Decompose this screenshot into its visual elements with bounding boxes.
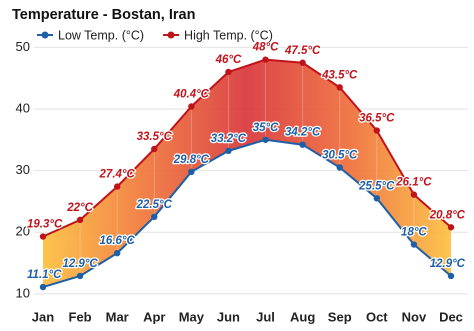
point	[225, 68, 232, 76]
value-label: 19.3°C	[27, 219, 63, 231]
value-label: 22.5°C	[136, 199, 173, 211]
value-label: 27.4°C	[99, 169, 136, 181]
value-label: 36.5°C	[359, 113, 395, 125]
point	[410, 241, 418, 248]
point	[447, 272, 455, 280]
legend-marker	[41, 31, 49, 39]
y-tick-label: 50	[16, 39, 30, 54]
x-tick-label: Feb	[69, 309, 92, 324]
point	[188, 168, 195, 176]
value-label: 22°C	[66, 202, 93, 214]
point	[336, 164, 343, 171]
point	[113, 183, 121, 190]
point	[188, 103, 195, 110]
point	[262, 136, 269, 143]
point	[39, 283, 47, 291]
x-tick-label: Jan	[32, 309, 54, 324]
value-label: 12.9°C	[62, 258, 98, 270]
value-label: 12.9°C	[430, 258, 466, 270]
value-label: 30.5°C	[322, 150, 358, 162]
x-tick-label: Aug	[290, 309, 315, 324]
x-tick-label: Sep	[328, 309, 352, 324]
point	[76, 216, 84, 224]
point	[299, 59, 306, 66]
point	[410, 191, 418, 198]
y-tick-label: 30	[16, 162, 30, 177]
value-label: 29.8°C	[173, 154, 210, 166]
legend-label: High Temp. (°C)	[184, 28, 273, 42]
x-tick-label: Oct	[366, 309, 388, 324]
point	[151, 145, 158, 153]
legend-marker	[167, 31, 175, 39]
value-label: 11.1°C	[27, 269, 62, 281]
x-tick-label: Jul	[256, 309, 275, 324]
value-label: 35°C	[253, 122, 279, 134]
point	[225, 147, 232, 155]
point	[336, 84, 343, 91]
value-label: 20.8°C	[429, 209, 466, 221]
value-label: 26.1°C	[395, 177, 432, 189]
x-tick-label: Apr	[143, 309, 165, 324]
legend-label: Low Temp. (°C)	[58, 28, 144, 42]
point	[373, 195, 381, 202]
point	[76, 272, 84, 280]
point	[299, 141, 306, 148]
value-label: 16.6°C	[100, 235, 136, 247]
value-label: 34.2°C	[285, 127, 321, 139]
value-label: 43.5°C	[321, 69, 358, 81]
series-line	[42, 138, 452, 289]
point	[39, 233, 47, 240]
x-tick-label: Dec	[439, 309, 463, 324]
y-tick-label: 20	[16, 224, 30, 239]
value-label: 25.5°C	[358, 180, 395, 192]
x-tick-label: Nov	[402, 309, 427, 324]
y-tick-label: 40	[16, 100, 30, 115]
value-label: 18°C	[401, 227, 427, 239]
value-label: 48°C	[252, 42, 279, 54]
value-label: 46°C	[215, 54, 242, 66]
point	[373, 127, 381, 134]
point	[151, 213, 158, 221]
x-tick-label: Jun	[217, 309, 240, 324]
y-tick-label: 10	[16, 285, 30, 300]
value-label: 33.2°C	[211, 133, 247, 145]
point	[113, 249, 121, 257]
x-tick-label: Mar	[106, 309, 129, 324]
value-label: 47.5°C	[284, 45, 321, 57]
point	[447, 224, 455, 231]
value-label: 40.4°C	[173, 89, 210, 101]
x-tick-label: May	[179, 309, 205, 324]
range-area	[43, 59, 451, 288]
series-line	[42, 58, 452, 238]
value-label: 33.5°C	[137, 131, 173, 143]
point	[262, 56, 269, 63]
chart-title: Temperature - Bostan, Iran	[12, 7, 195, 23]
